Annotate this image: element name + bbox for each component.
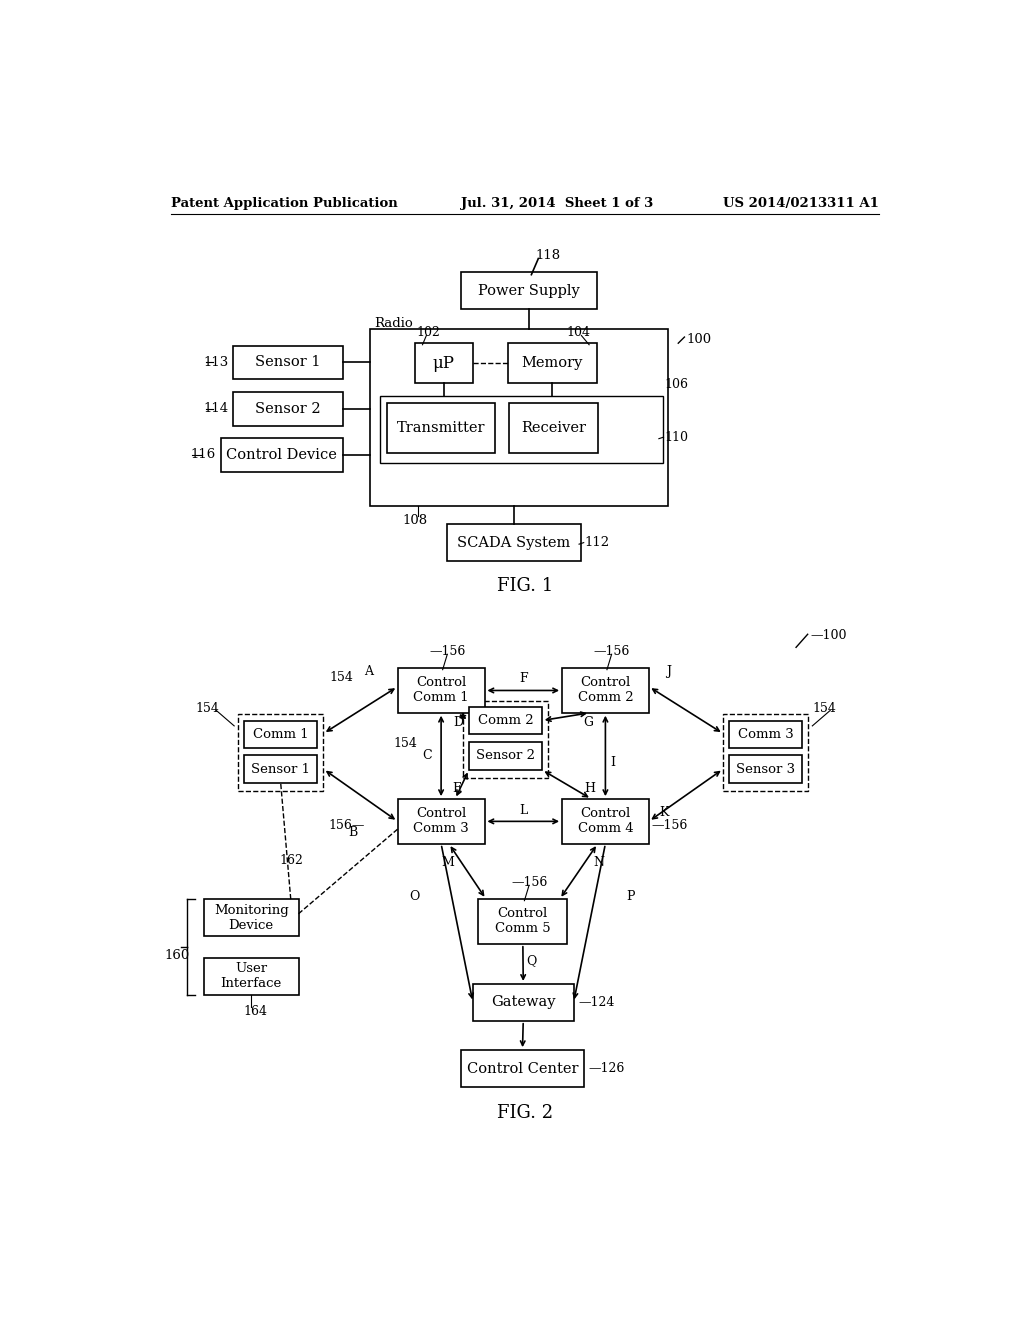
- FancyBboxPatch shape: [397, 668, 484, 713]
- Text: O: O: [409, 890, 419, 903]
- Text: Memory: Memory: [521, 356, 583, 370]
- Text: Comm 3: Comm 3: [738, 727, 794, 741]
- Text: Jul. 31, 2014  Sheet 1 of 3: Jul. 31, 2014 Sheet 1 of 3: [461, 197, 653, 210]
- Text: —156: —156: [429, 644, 466, 657]
- FancyBboxPatch shape: [204, 958, 299, 995]
- FancyBboxPatch shape: [221, 438, 343, 471]
- Text: Sensor 1: Sensor 1: [251, 763, 310, 776]
- Text: E: E: [452, 781, 461, 795]
- Text: FIG. 1: FIG. 1: [497, 577, 553, 595]
- Text: C: C: [422, 748, 432, 762]
- Text: 113: 113: [203, 356, 228, 370]
- FancyBboxPatch shape: [473, 983, 573, 1020]
- Text: Sensor 3: Sensor 3: [736, 763, 796, 776]
- Text: J: J: [666, 665, 671, 678]
- FancyBboxPatch shape: [387, 404, 496, 453]
- Text: 160: 160: [164, 949, 189, 962]
- Text: —156: —156: [511, 875, 548, 888]
- FancyBboxPatch shape: [415, 343, 473, 383]
- FancyBboxPatch shape: [380, 396, 663, 463]
- Text: B: B: [348, 826, 357, 840]
- Text: 114: 114: [203, 403, 228, 416]
- FancyBboxPatch shape: [204, 899, 299, 936]
- Text: Transmitter: Transmitter: [397, 421, 485, 436]
- Text: Control
Comm 3: Control Comm 3: [414, 808, 469, 836]
- FancyBboxPatch shape: [245, 721, 317, 748]
- FancyBboxPatch shape: [232, 346, 343, 379]
- Text: 162: 162: [280, 854, 303, 867]
- Text: 108: 108: [402, 513, 427, 527]
- Text: F: F: [519, 672, 527, 685]
- FancyBboxPatch shape: [509, 404, 598, 453]
- Text: 154: 154: [196, 702, 219, 714]
- Text: Control
Comm 5: Control Comm 5: [495, 907, 551, 936]
- Text: —156: —156: [594, 644, 630, 657]
- FancyBboxPatch shape: [461, 272, 597, 309]
- Text: 102: 102: [417, 326, 440, 339]
- Text: Gateway: Gateway: [490, 995, 555, 1010]
- Text: Control
Comm 1: Control Comm 1: [414, 676, 469, 705]
- Text: SCADA System: SCADA System: [458, 536, 570, 549]
- FancyBboxPatch shape: [478, 899, 567, 944]
- Text: Patent Application Publication: Patent Application Publication: [171, 197, 397, 210]
- Text: Comm 1: Comm 1: [253, 727, 308, 741]
- FancyBboxPatch shape: [562, 668, 649, 713]
- FancyBboxPatch shape: [729, 755, 802, 783]
- Text: H: H: [585, 781, 595, 795]
- Text: 154: 154: [394, 737, 418, 750]
- Text: Receiver: Receiver: [521, 421, 587, 436]
- Text: —156: —156: [652, 818, 688, 832]
- Text: 164: 164: [243, 1005, 267, 1018]
- Text: 110: 110: [665, 430, 688, 444]
- Text: G: G: [584, 715, 593, 729]
- Text: 106: 106: [665, 379, 688, 391]
- Text: 104: 104: [566, 326, 591, 339]
- FancyBboxPatch shape: [469, 706, 542, 734]
- Text: Sensor 2: Sensor 2: [255, 401, 321, 416]
- FancyBboxPatch shape: [370, 330, 669, 507]
- Text: Control Device: Control Device: [226, 447, 337, 462]
- Text: P: P: [626, 890, 635, 903]
- FancyBboxPatch shape: [461, 1051, 584, 1088]
- Text: FIG. 2: FIG. 2: [497, 1105, 553, 1122]
- Text: Control
Comm 4: Control Comm 4: [578, 808, 633, 836]
- Text: 154: 154: [330, 671, 353, 684]
- FancyBboxPatch shape: [729, 721, 802, 748]
- Text: 156—: 156—: [329, 818, 366, 832]
- Text: US 2014/0213311 A1: US 2014/0213311 A1: [723, 197, 879, 210]
- Text: M: M: [441, 857, 454, 870]
- FancyBboxPatch shape: [508, 343, 597, 383]
- Text: User
Interface: User Interface: [220, 962, 282, 990]
- Text: 154: 154: [812, 702, 837, 714]
- Text: Comm 2: Comm 2: [477, 714, 534, 727]
- Text: Sensor 1: Sensor 1: [255, 355, 321, 370]
- Text: N: N: [594, 857, 605, 870]
- Text: μP: μP: [433, 355, 455, 372]
- FancyBboxPatch shape: [245, 755, 317, 783]
- FancyBboxPatch shape: [447, 524, 581, 561]
- FancyBboxPatch shape: [232, 392, 343, 425]
- Text: A: A: [364, 665, 373, 678]
- Text: 112: 112: [585, 536, 609, 549]
- Text: K: K: [659, 805, 669, 818]
- Text: Q: Q: [526, 954, 538, 968]
- Text: L: L: [519, 804, 527, 817]
- Text: D: D: [453, 715, 463, 729]
- Text: Control
Comm 2: Control Comm 2: [578, 676, 633, 705]
- FancyBboxPatch shape: [469, 742, 542, 770]
- FancyBboxPatch shape: [562, 799, 649, 843]
- Text: Sensor 2: Sensor 2: [476, 750, 535, 763]
- Text: —100: —100: [810, 630, 847, 643]
- Text: 118: 118: [536, 249, 560, 261]
- Text: I: I: [610, 756, 615, 770]
- Text: —126: —126: [589, 1063, 625, 1074]
- Text: —124: —124: [579, 995, 614, 1008]
- Text: Power Supply: Power Supply: [478, 284, 580, 298]
- Text: 100: 100: [686, 333, 711, 346]
- FancyBboxPatch shape: [397, 799, 484, 843]
- Text: Control Center: Control Center: [467, 1061, 579, 1076]
- Text: 116: 116: [190, 449, 215, 462]
- Text: Monitoring
Device: Monitoring Device: [214, 904, 289, 932]
- Text: Radio: Radio: [375, 317, 414, 330]
